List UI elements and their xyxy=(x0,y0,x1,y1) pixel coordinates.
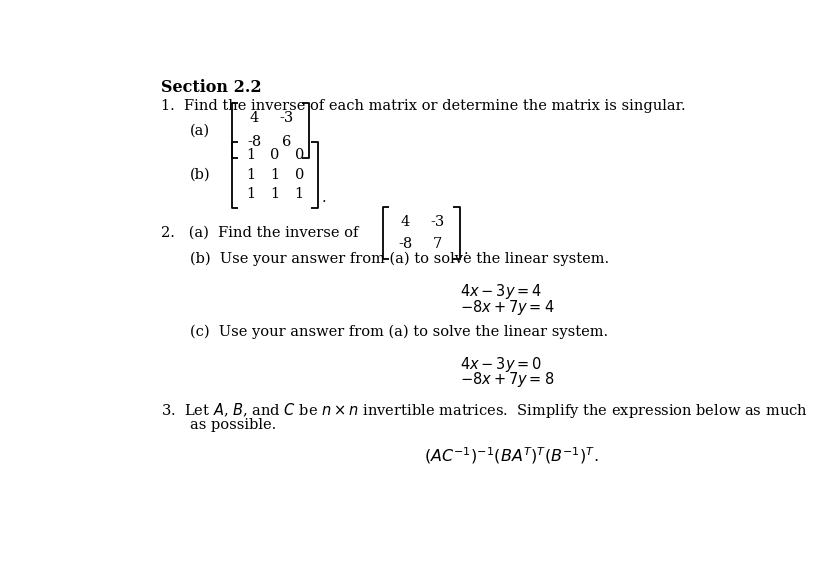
Text: 3.  Let $A$, $B$, and $C$ be $n \times n$ invertible matrices.  Simplify the exp: 3. Let $A$, $B$, and $C$ be $n \times n$… xyxy=(161,401,807,420)
Text: 4: 4 xyxy=(400,215,409,229)
Text: Section 2.2: Section 2.2 xyxy=(161,79,261,96)
Text: 0: 0 xyxy=(294,168,304,182)
Text: 4: 4 xyxy=(250,111,259,125)
Text: 1: 1 xyxy=(246,168,255,182)
Text: 1: 1 xyxy=(294,188,304,201)
Text: (b)  Use your answer from (a) to solve the linear system.: (b) Use your answer from (a) to solve th… xyxy=(190,252,609,267)
Text: (c)  Use your answer from (a) to solve the linear system.: (c) Use your answer from (a) to solve th… xyxy=(190,325,608,339)
Text: $4x - 3y = 4$: $4x - 3y = 4$ xyxy=(459,282,541,301)
Text: 1: 1 xyxy=(270,188,279,201)
Text: 1: 1 xyxy=(246,188,255,201)
Text: 1.  Find the inverse of each matrix or determine the matrix is singular.: 1. Find the inverse of each matrix or de… xyxy=(161,99,685,112)
Text: -3: -3 xyxy=(429,215,444,229)
Text: (b): (b) xyxy=(190,168,211,182)
Text: 7: 7 xyxy=(432,237,442,251)
Text: $4x - 3y = 0$: $4x - 3y = 0$ xyxy=(459,355,541,374)
Text: .: . xyxy=(463,243,467,257)
Text: -3: -3 xyxy=(279,111,293,125)
Text: -8: -8 xyxy=(398,237,412,251)
Text: .: . xyxy=(321,192,326,206)
Text: 2.   (a)  Find the inverse of: 2. (a) Find the inverse of xyxy=(161,226,358,240)
Text: 0: 0 xyxy=(294,148,304,162)
Text: 6: 6 xyxy=(281,136,291,149)
Text: $-8x + 7y = 8$: $-8x + 7y = 8$ xyxy=(459,370,553,389)
Text: as possible.: as possible. xyxy=(190,419,276,432)
Text: 0: 0 xyxy=(270,148,280,162)
Text: 1: 1 xyxy=(246,148,255,162)
Text: -8: -8 xyxy=(247,136,261,149)
Text: $(AC^{-1})^{-1}(BA^T)^T(B^{-1})^T.$: $(AC^{-1})^{-1}(BA^T)^T(B^{-1})^T.$ xyxy=(424,446,598,466)
Text: $-8x + 7y = 4$: $-8x + 7y = 4$ xyxy=(459,298,553,316)
Text: (a): (a) xyxy=(190,123,210,137)
Text: 1: 1 xyxy=(270,168,279,182)
